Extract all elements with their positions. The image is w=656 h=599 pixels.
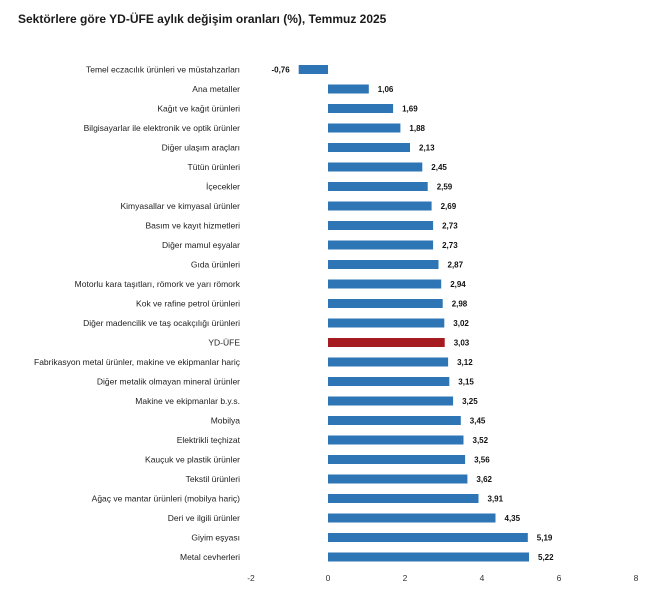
- value-label-1: 1,06: [378, 85, 394, 94]
- value-label-11: 2,94: [450, 280, 466, 289]
- value-label-14: 3,03: [454, 339, 470, 348]
- category-label-6: İçecekler: [206, 182, 240, 192]
- category-label-1: Ana metaller: [192, 84, 240, 94]
- bar-14: [328, 338, 445, 347]
- value-label-5: 2,45: [431, 163, 447, 172]
- value-label-15: 3,12: [457, 358, 473, 367]
- category-label-20: Kauçuk ve plastik ürünler: [145, 455, 240, 465]
- bar-19: [328, 435, 464, 445]
- bars-layer: [298, 65, 529, 562]
- category-label-25: Metal cevherleri: [180, 552, 240, 562]
- value-label-8: 2,73: [442, 222, 458, 231]
- bar-16: [328, 377, 450, 386]
- bar-23: [328, 513, 496, 523]
- category-label-2: Kağıt ve kağıt ürünleri: [157, 104, 240, 114]
- category-label-21: Tekstil ürünleri: [186, 474, 240, 484]
- bar-12: [328, 299, 443, 308]
- bar-15: [328, 357, 449, 367]
- value-labels: -0,76 1,06 1,69 1,88 2,13 2,45 2,59 2,69 2,73 2,7…: [271, 66, 554, 563]
- bar-24: [328, 533, 528, 542]
- value-label-9: 2,73: [442, 241, 458, 250]
- value-label-10: 2,87: [448, 261, 464, 270]
- category-label-14: YD-ÜFE: [208, 338, 240, 348]
- category-label-4: Diğer ulaşım araçları: [162, 143, 240, 153]
- category-label-11: Motorlu kara taşıtları, römork ve yarı r…: [75, 279, 241, 289]
- category-label-22: Ağaç ve mantar ürünleri (mobilya hariç): [92, 494, 241, 504]
- value-label-16: 3,15: [458, 378, 474, 387]
- value-label-2: 1,69: [402, 105, 418, 114]
- category-label-5: Tütün ürünleri: [188, 162, 241, 172]
- value-label-23: 4,35: [505, 514, 521, 523]
- category-label-15: Fabrikasyon metal ürünler, makine ve eki…: [34, 357, 241, 367]
- category-label-3: Bilgisayarlar ile elektronik ve optik ür…: [84, 123, 241, 133]
- value-label-12: 2,98: [452, 300, 468, 309]
- bar-10: [328, 260, 439, 269]
- x-tick-label-4: 6: [557, 573, 562, 583]
- category-label-0: Temel eczacılık ürünleri ve müstahzarlar…: [86, 65, 240, 75]
- bar-2: [328, 104, 394, 113]
- value-label-7: 2,69: [441, 202, 457, 211]
- value-label-3: 1,88: [409, 124, 425, 133]
- bar-5: [328, 162, 423, 172]
- bar-13: [328, 318, 445, 328]
- x-tick-label-1: 0: [326, 573, 331, 583]
- value-label-19: 3,52: [473, 436, 489, 445]
- category-label-13: Diğer madencilik ve taş ocakçılığı ürünl…: [83, 318, 240, 328]
- x-tick-label-0: -2: [247, 573, 255, 583]
- category-label-12: Kok ve rafine petrol ürünleri: [136, 299, 240, 309]
- bar-9: [328, 240, 434, 250]
- value-label-25: 5,22: [538, 553, 554, 562]
- x-tick-label-3: 4: [480, 573, 485, 583]
- category-label-7: Kimyasallar ve kimyasal ürünler: [120, 201, 240, 211]
- bar-20: [328, 455, 466, 464]
- bar-6: [328, 182, 428, 191]
- x-axis-ticks: -2 0 2 4 6 8: [247, 573, 638, 583]
- chart-title: Sektörlere göre YD-ÜFE aylık değişim ora…: [18, 12, 387, 26]
- category-label-10: Gıda ürünleri: [191, 260, 240, 270]
- bar-18: [328, 416, 461, 425]
- bar-1: [328, 84, 369, 94]
- category-label-17: Makine ve ekipmanlar b.y.s.: [135, 396, 240, 406]
- value-label-4: 2,13: [419, 144, 435, 153]
- value-label-22: 3,91: [488, 495, 504, 504]
- bar-25: [328, 552, 529, 562]
- value-label-6: 2,59: [437, 183, 453, 192]
- category-label-23: Deri ve ilgili ürünler: [168, 513, 240, 523]
- x-tick-label-5: 8: [634, 573, 639, 583]
- bar-8: [328, 221, 434, 230]
- bar-17: [328, 396, 454, 406]
- value-label-0: -0,76: [271, 66, 290, 75]
- bar-3: [328, 123, 401, 133]
- category-label-9: Diğer mamul eşyalar: [162, 240, 240, 250]
- value-label-17: 3,25: [462, 397, 478, 406]
- category-label-18: Mobilya: [211, 416, 241, 426]
- value-label-21: 3,62: [476, 475, 492, 484]
- value-label-24: 5,19: [537, 534, 553, 543]
- bar-0: [298, 65, 328, 74]
- category-label-19: Elektrikli teçhizat: [177, 435, 241, 445]
- category-label-16: Diğer metalik olmayan mineral ürünler: [97, 377, 240, 387]
- bar-4: [328, 143, 410, 152]
- category-labels: Temel eczacılık ürünleri ve müstahzarlar…: [34, 65, 241, 563]
- value-label-20: 3,56: [474, 456, 490, 465]
- bar-7: [328, 201, 432, 211]
- value-label-13: 3,02: [453, 319, 469, 328]
- x-tick-label-2: 2: [403, 573, 408, 583]
- category-label-8: Basım ve kayıt hizmetleri: [146, 221, 241, 231]
- bar-22: [328, 494, 479, 503]
- bar-21: [328, 474, 468, 484]
- bar-11: [328, 279, 442, 289]
- value-label-18: 3,45: [470, 417, 486, 426]
- category-label-24: Giyim eşyası: [191, 533, 240, 543]
